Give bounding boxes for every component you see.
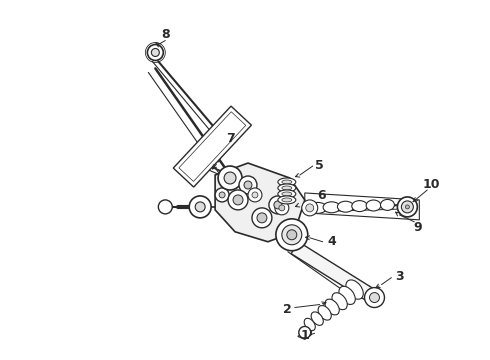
Circle shape xyxy=(228,190,248,210)
Text: 8: 8 xyxy=(161,28,170,41)
Circle shape xyxy=(276,219,308,251)
Ellipse shape xyxy=(282,186,292,190)
Circle shape xyxy=(215,188,229,202)
Text: 4: 4 xyxy=(327,235,336,248)
Ellipse shape xyxy=(304,318,315,330)
Circle shape xyxy=(248,188,262,202)
Circle shape xyxy=(224,172,236,184)
Ellipse shape xyxy=(338,201,354,212)
Polygon shape xyxy=(291,242,378,303)
Circle shape xyxy=(158,200,172,214)
Text: 6: 6 xyxy=(318,189,326,202)
Circle shape xyxy=(252,192,258,198)
Polygon shape xyxy=(215,163,305,242)
Circle shape xyxy=(195,202,205,212)
Circle shape xyxy=(369,293,379,302)
Circle shape xyxy=(275,201,289,215)
Text: 3: 3 xyxy=(395,270,404,283)
Circle shape xyxy=(189,196,211,218)
Ellipse shape xyxy=(309,202,327,213)
Circle shape xyxy=(306,204,314,212)
Circle shape xyxy=(299,327,311,338)
Ellipse shape xyxy=(346,280,363,299)
Circle shape xyxy=(252,208,272,228)
Circle shape xyxy=(302,200,318,216)
Ellipse shape xyxy=(278,196,296,204)
Circle shape xyxy=(279,205,285,211)
Ellipse shape xyxy=(311,312,323,325)
Ellipse shape xyxy=(352,201,368,212)
Text: 10: 10 xyxy=(422,179,440,192)
Ellipse shape xyxy=(282,192,292,196)
Ellipse shape xyxy=(380,199,394,210)
Polygon shape xyxy=(298,332,312,339)
Ellipse shape xyxy=(282,198,292,202)
Text: 7: 7 xyxy=(226,132,234,145)
Circle shape xyxy=(282,225,302,245)
Bar xyxy=(173,106,251,187)
Ellipse shape xyxy=(332,293,347,310)
Ellipse shape xyxy=(325,299,339,315)
Ellipse shape xyxy=(278,190,296,198)
Circle shape xyxy=(405,205,409,209)
Text: 1: 1 xyxy=(300,329,309,342)
Text: 2: 2 xyxy=(283,303,292,316)
Circle shape xyxy=(151,49,159,57)
Bar xyxy=(179,112,246,181)
Circle shape xyxy=(257,213,267,223)
Circle shape xyxy=(219,192,225,198)
Ellipse shape xyxy=(323,202,340,213)
Ellipse shape xyxy=(278,178,296,186)
Circle shape xyxy=(397,197,417,217)
Text: 9: 9 xyxy=(413,221,422,234)
Text: 5: 5 xyxy=(316,158,324,172)
Circle shape xyxy=(239,176,257,194)
Circle shape xyxy=(147,45,163,60)
Ellipse shape xyxy=(366,200,381,211)
Circle shape xyxy=(233,195,243,205)
Circle shape xyxy=(244,181,252,189)
Circle shape xyxy=(287,230,297,240)
Circle shape xyxy=(218,166,242,190)
Ellipse shape xyxy=(339,286,355,305)
Ellipse shape xyxy=(278,184,296,192)
Polygon shape xyxy=(305,193,419,220)
Ellipse shape xyxy=(282,180,292,184)
Circle shape xyxy=(365,288,385,307)
Circle shape xyxy=(274,201,282,209)
Ellipse shape xyxy=(318,306,331,320)
Circle shape xyxy=(269,196,287,214)
Circle shape xyxy=(401,201,414,213)
